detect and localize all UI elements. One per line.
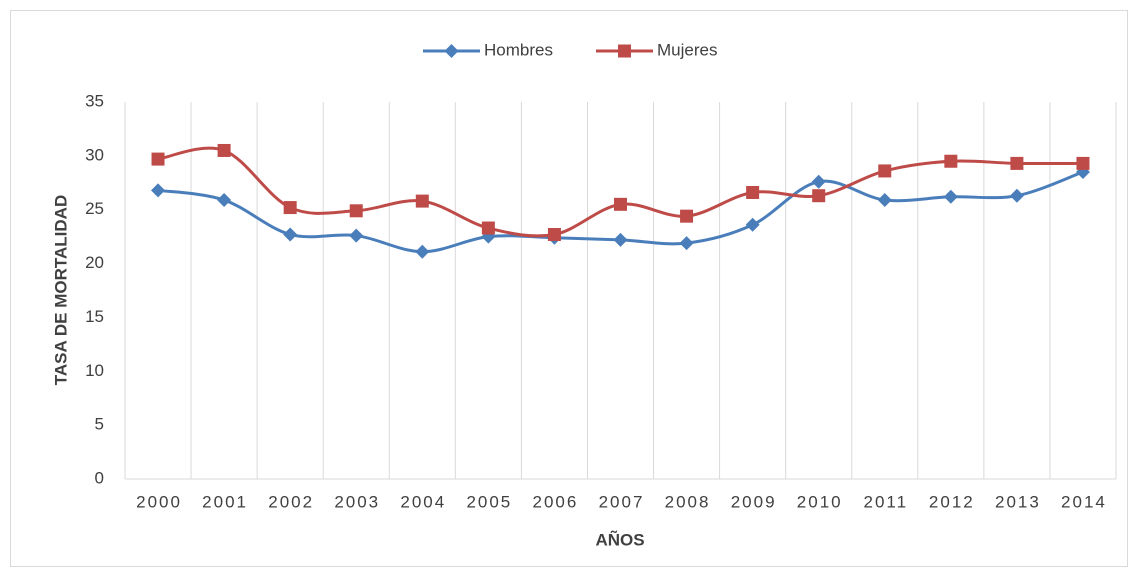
x-tick-label: 2011 — [863, 492, 908, 511]
marker — [944, 154, 958, 168]
legend-label: Hombres — [484, 40, 553, 59]
legend-marker — [444, 44, 459, 58]
legend-label: Mujeres — [657, 40, 717, 59]
marker — [679, 236, 694, 251]
marker — [283, 227, 298, 242]
x-tick-label: 2001 — [202, 492, 248, 511]
x-tick-label: 2006 — [533, 492, 579, 511]
marker — [943, 189, 958, 204]
x-tick-label: 2003 — [334, 492, 380, 511]
marker — [877, 193, 892, 208]
marker — [151, 152, 165, 166]
marker — [1010, 156, 1024, 170]
marker — [812, 189, 826, 203]
marker — [614, 197, 627, 211]
legend-marker — [618, 44, 631, 58]
x-tick-label: 2013 — [995, 492, 1041, 511]
x-tick-label: 2007 — [599, 492, 645, 511]
marker — [745, 217, 760, 232]
x-tick-label: 2002 — [268, 492, 314, 511]
marker — [415, 194, 429, 208]
x-tick-label: 2012 — [929, 492, 975, 511]
marker — [746, 185, 760, 199]
x-tick-label: 2004 — [400, 492, 446, 511]
x-tick-label: 2005 — [466, 492, 512, 511]
x-tick-label: 2014 — [1061, 492, 1107, 511]
marker — [349, 228, 364, 243]
marker — [415, 244, 430, 259]
marker — [217, 193, 232, 208]
chart-frame — [10, 10, 1128, 567]
marker — [811, 174, 826, 189]
marker — [151, 183, 166, 198]
x-tick-label: 2008 — [665, 492, 711, 511]
y-tick-label: 15 — [85, 307, 104, 326]
x-tick-label: 2009 — [731, 492, 777, 511]
y-tick-label: 30 — [85, 145, 104, 164]
x-axis-title: AÑOS — [595, 529, 644, 549]
y-tick-label: 0 — [95, 468, 104, 487]
marker — [217, 143, 231, 157]
x-tick-label: 2000 — [136, 492, 182, 511]
y-tick-label: 20 — [85, 253, 104, 272]
marker — [680, 209, 694, 223]
y-tick-label: 25 — [85, 199, 104, 218]
x-tick-label: 2010 — [797, 492, 843, 511]
y-tick-label: 5 — [95, 415, 104, 434]
marker — [349, 204, 363, 218]
marker — [283, 201, 297, 215]
y-tick-label: 35 — [85, 91, 104, 110]
marker — [613, 232, 628, 247]
marker — [547, 227, 561, 241]
marker — [1009, 188, 1024, 203]
marker — [481, 221, 495, 235]
y-tick-label: 10 — [85, 361, 104, 380]
marker — [878, 164, 892, 178]
marker — [1076, 156, 1090, 170]
y-axis-title: TASA DE MORTALIDAD — [51, 195, 70, 385]
